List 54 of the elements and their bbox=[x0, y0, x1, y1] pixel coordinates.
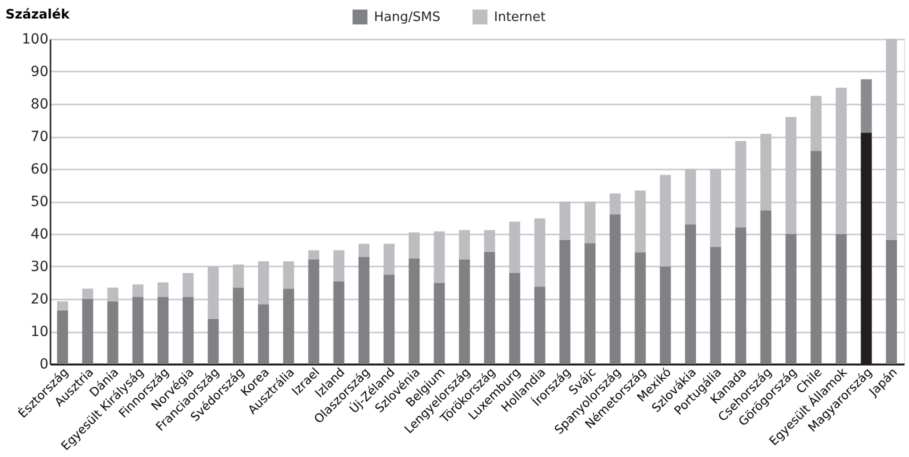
y-tick-label: 10 bbox=[30, 324, 48, 340]
bar bbox=[484, 252, 496, 364]
y-tick-label: 30 bbox=[30, 259, 48, 275]
bar bbox=[836, 234, 847, 364]
y-tick-label: 20 bbox=[30, 292, 48, 308]
y-tick-label: 70 bbox=[30, 129, 48, 145]
y-tick-label: 60 bbox=[30, 162, 48, 178]
bar bbox=[57, 310, 68, 364]
bar bbox=[232, 288, 244, 364]
bar bbox=[384, 274, 395, 364]
bar bbox=[182, 297, 194, 364]
bar bbox=[283, 288, 294, 364]
bar bbox=[660, 266, 671, 364]
bar bbox=[158, 297, 169, 364]
bar bbox=[333, 281, 344, 364]
bar bbox=[408, 258, 420, 364]
bar bbox=[584, 243, 596, 364]
bar bbox=[132, 297, 144, 364]
legend-label: Internet bbox=[494, 10, 546, 25]
y-axis-title: Százalék bbox=[6, 8, 70, 22]
bar bbox=[258, 304, 269, 364]
bar bbox=[634, 252, 646, 364]
bar bbox=[860, 79, 872, 133]
bar bbox=[358, 244, 370, 257]
bar bbox=[182, 273, 194, 298]
bar bbox=[458, 259, 470, 364]
bar bbox=[308, 259, 320, 364]
bar bbox=[208, 318, 219, 364]
bar bbox=[559, 240, 570, 364]
bar bbox=[107, 301, 118, 364]
bar bbox=[685, 224, 696, 364]
y-tick-label: 50 bbox=[30, 194, 48, 210]
bar bbox=[710, 247, 722, 364]
bar bbox=[358, 256, 370, 364]
bar bbox=[886, 240, 897, 364]
bar bbox=[82, 299, 94, 364]
bar bbox=[82, 288, 94, 299]
bar bbox=[810, 150, 822, 364]
y-tick-label: 90 bbox=[30, 64, 48, 80]
y-tick-label: 80 bbox=[30, 96, 48, 112]
bar bbox=[158, 282, 169, 298]
bar bbox=[509, 273, 520, 364]
y-tick-label: 40 bbox=[30, 226, 48, 242]
bar bbox=[308, 250, 320, 260]
bar bbox=[735, 228, 746, 364]
legend-label: Hang/SMS bbox=[374, 10, 440, 25]
y-tick-label: 100 bbox=[22, 32, 48, 48]
bar bbox=[610, 214, 621, 364]
bar bbox=[760, 210, 772, 364]
y-tick-label: 0 bbox=[40, 356, 48, 372]
bar bbox=[434, 282, 445, 364]
bar bbox=[132, 284, 144, 298]
bar bbox=[785, 234, 796, 364]
bar bbox=[534, 286, 546, 364]
